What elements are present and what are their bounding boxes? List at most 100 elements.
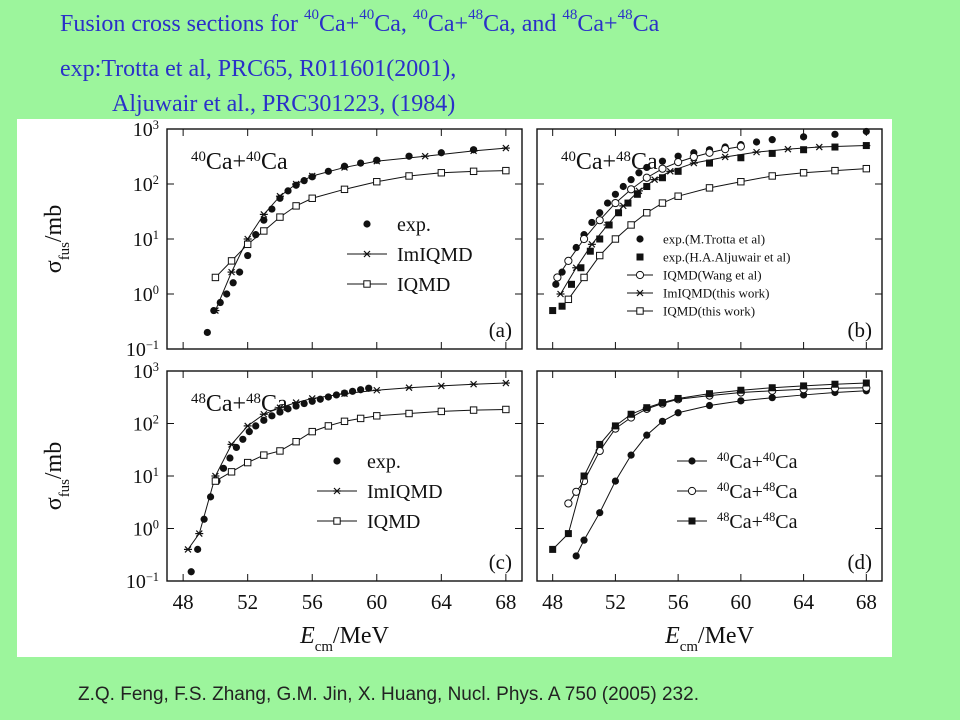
data-point — [588, 218, 596, 227]
legend-marker — [636, 253, 644, 261]
x-tick-label: 68 — [495, 590, 516, 614]
data-point — [658, 174, 666, 182]
data-point — [752, 148, 761, 156]
data-point — [183, 545, 192, 553]
data-point — [643, 209, 651, 217]
x-tick-label: 60 — [366, 590, 387, 614]
data-point — [244, 251, 252, 260]
legend-entry: exp. — [397, 214, 431, 236]
panel-label: (c) — [489, 550, 512, 574]
legend: exp. ImIQMD IQMD — [317, 451, 443, 533]
legend-entry: IQMD — [367, 511, 420, 533]
x-axis-label: Ecm/MeV — [299, 623, 390, 655]
data-point — [737, 154, 745, 162]
data-point — [292, 438, 300, 446]
data-point — [245, 428, 253, 436]
data-point — [437, 382, 446, 390]
data-point — [596, 509, 604, 517]
y-tick-label: 101 — [133, 465, 159, 488]
data-point — [405, 172, 413, 180]
series-1 — [211, 144, 510, 314]
data-point — [737, 397, 745, 405]
legend-marker — [687, 486, 697, 496]
series-line — [575, 390, 867, 557]
data-point — [633, 190, 641, 198]
y-tick-label: 103 — [133, 360, 159, 383]
data-point — [469, 147, 478, 155]
data-point — [219, 464, 228, 472]
data-point — [611, 422, 619, 430]
data-point — [348, 387, 357, 395]
data-point — [831, 130, 839, 138]
slide-title: Fusion cross sections for 40Ca+40Ca, 40C… — [60, 7, 660, 38]
data-point — [340, 185, 349, 194]
legend-marker — [635, 270, 645, 280]
data-point — [276, 213, 284, 221]
data-point — [721, 145, 730, 154]
data-point — [689, 159, 698, 167]
data-point — [564, 499, 573, 508]
data-point — [596, 251, 604, 260]
data-point — [195, 530, 204, 538]
data-point — [658, 157, 667, 165]
reaction-annotation: 48Ca+48Ca — [191, 391, 288, 417]
data-point — [862, 379, 870, 387]
data-point — [194, 545, 202, 553]
data-point — [437, 149, 445, 157]
data-point — [549, 307, 557, 315]
y-tick-label: 10−1 — [126, 338, 159, 361]
data-point — [227, 468, 236, 476]
data-point — [768, 149, 776, 157]
data-point — [800, 146, 808, 154]
x-tick-label: 52 — [237, 590, 258, 614]
legend-entry: 40Ca+48Ca — [717, 480, 798, 503]
data-point — [549, 545, 557, 553]
data-point — [259, 210, 268, 218]
data-point — [502, 405, 510, 414]
data-point — [674, 152, 682, 160]
data-point — [552, 280, 560, 288]
data-point — [611, 198, 620, 208]
data-point — [372, 157, 381, 165]
data-point — [666, 167, 675, 175]
y-axis-label: σfus/mb — [41, 205, 73, 273]
data-point — [268, 205, 276, 213]
data-point — [308, 395, 317, 402]
y-tick-label: 10−1 — [126, 570, 159, 593]
data-point — [658, 399, 666, 407]
data-point — [674, 158, 683, 167]
data-point — [405, 409, 413, 418]
data-point — [239, 435, 247, 443]
x-tick-label: 48 — [173, 590, 194, 614]
data-point — [372, 386, 381, 394]
data-point — [572, 243, 580, 252]
data-point — [674, 394, 682, 402]
data-point — [211, 307, 220, 314]
data-point — [705, 148, 714, 157]
data-point — [300, 177, 308, 185]
series-2 — [211, 405, 510, 485]
legend-entry: 48Ca+48Ca — [717, 510, 798, 533]
data-point — [650, 176, 659, 184]
data-point — [721, 153, 730, 161]
data-point — [260, 227, 268, 235]
data-point — [596, 440, 604, 448]
data-point — [643, 163, 651, 172]
data-point — [862, 164, 871, 173]
data-point — [706, 159, 713, 167]
x-tick-label: 64 — [793, 590, 815, 614]
data-point — [705, 184, 714, 192]
data-point — [611, 190, 620, 198]
data-point — [187, 568, 195, 576]
data-point — [615, 209, 623, 217]
exp-reference-2: Aljuwair et al., PRC301223, (1984) — [112, 91, 456, 117]
data-point — [211, 477, 220, 485]
data-point — [768, 384, 776, 392]
series-1 — [549, 142, 870, 315]
legend-entry: ImIQMD(this work) — [663, 286, 770, 301]
data-point — [577, 264, 585, 272]
data-point — [437, 169, 446, 177]
data-point — [658, 199, 667, 207]
data-point — [689, 152, 698, 162]
chart-svg: 10−1 100 101 102 103 (a) 40Ca+40Ca exp. ImIQMD IQ… — [41, 118, 883, 655]
